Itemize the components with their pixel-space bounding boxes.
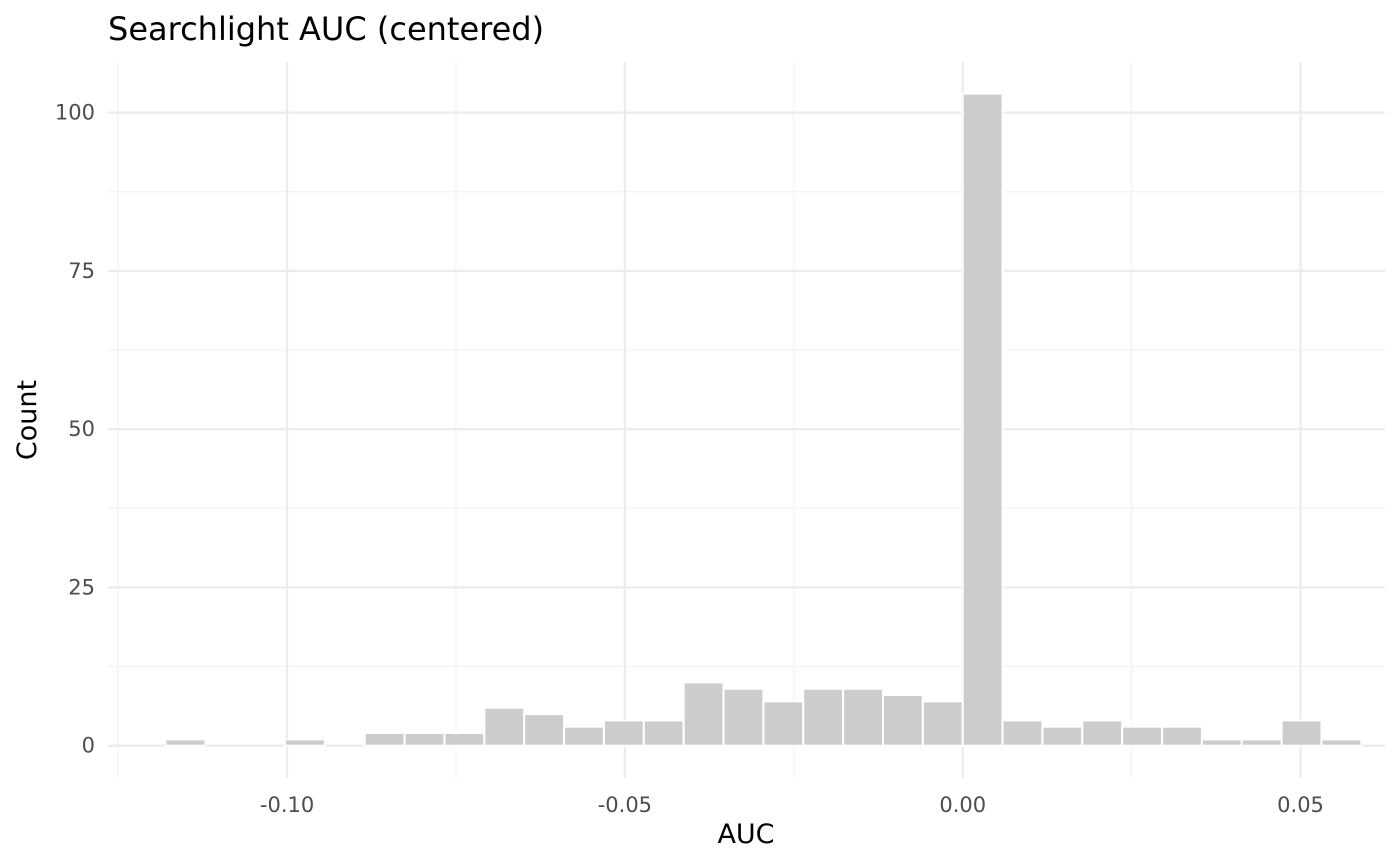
histogram-bar: [443, 732, 486, 747]
x-tick-label: 0.05: [1277, 793, 1324, 817]
histogram-bar: [602, 719, 645, 747]
chart-title: Searchlight AUC (centered): [108, 10, 544, 48]
minor-gridlines: [108, 62, 1385, 778]
histogram-bar: [1280, 719, 1323, 747]
histogram-bar: [1200, 738, 1243, 747]
x-tick-label: -0.05: [598, 793, 652, 817]
major-gridlines: [108, 62, 1385, 778]
histogram-bar: [1041, 725, 1084, 747]
histogram-bar: [363, 732, 406, 747]
histogram-bar: [563, 725, 605, 747]
histogram-bar: [642, 719, 685, 747]
histogram-bar: [523, 713, 566, 747]
histogram-bar: [483, 706, 526, 747]
y-tick-label: 50: [68, 417, 95, 441]
histogram-bar: [1161, 725, 1203, 747]
histogram-bar: [1121, 725, 1164, 747]
histogram-bar: [1001, 719, 1044, 747]
x-tick-label: 0.00: [939, 793, 986, 817]
histogram-bar: [881, 694, 924, 747]
histogram-bar: [403, 732, 446, 747]
x-axis-tick-labels: -0.10 -0.05 0.00 0.05: [260, 793, 1324, 817]
histogram-bars: [164, 92, 1363, 747]
x-axis-title: AUC: [717, 819, 774, 850]
histogram-bar: [842, 687, 884, 747]
histogram-bar: [164, 738, 207, 747]
histogram-bar: [762, 700, 805, 747]
y-axis-tick-labels: 0 25 50 75 100: [55, 101, 95, 758]
histogram-bar: [682, 681, 725, 747]
y-tick-label: 100: [55, 101, 95, 125]
histogram-bar: [802, 687, 845, 747]
y-tick-label: 0: [82, 734, 95, 758]
histogram-bar: [921, 700, 964, 747]
histogram-bar: [1081, 719, 1124, 747]
y-tick-label: 25: [68, 575, 95, 599]
histogram-bar: [722, 687, 765, 747]
histogram-bar: [961, 92, 1004, 747]
x-tick-label: -0.10: [260, 793, 314, 817]
y-axis-title: Count: [12, 380, 43, 460]
histogram-bar: [1240, 738, 1283, 747]
histogram-bar: [284, 738, 326, 747]
histogram-bar: [1320, 738, 1363, 747]
y-tick-label: 75: [68, 259, 95, 283]
